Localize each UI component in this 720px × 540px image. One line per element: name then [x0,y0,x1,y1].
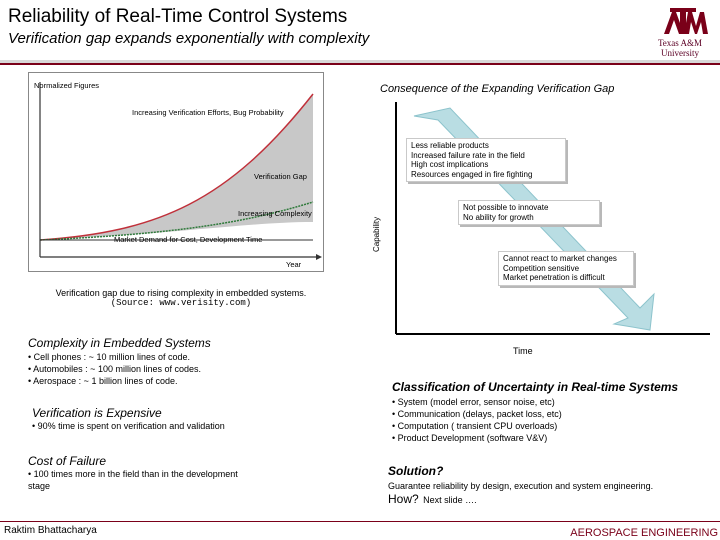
failure-item-line-2: stage [28,481,51,491]
callout-3-line-1: Cannot react to market changes [503,254,617,263]
callout-reliability: Less reliable products Increased failure… [406,138,566,182]
classification-heading: Classification of Uncertainty in Real-ti… [392,380,679,394]
capability-label: Capability [372,216,381,252]
slide-title: Reliability of Real-Time Control Systems [8,6,348,27]
university-logo [664,8,708,34]
classification-item-1: • System (model error, sensor noise, etc… [392,397,555,407]
complexity-item-2: • Automobiles : ~ 100 million lines of c… [28,364,201,374]
callout-market: Cannot react to market changes Competiti… [498,251,634,286]
classification-item-4: • Product Development (software V&V) [392,433,548,443]
figure-caption-line-1: Verification gap due to rising complexit… [55,288,307,298]
label-normalized: Normalized Figures [34,81,99,90]
label-gap: Verification Gap [254,172,307,181]
logo-text: Texas A&M University [640,38,720,58]
figure-x-arrow [316,254,322,260]
verification-item: • 90% time is spent on verification and … [32,421,225,431]
callout-2-line-1: Not possible to innovate [463,203,549,212]
callout-3-line-3: Market penetration is difficult [503,273,605,282]
slide-subtitle: Verification gap expands exponentially w… [8,30,370,47]
logo-text-line-1: Texas A&M [657,38,703,48]
classification-list: • System (model error, sensor noise, etc… [392,396,562,444]
footer-rule [0,521,720,522]
failure-heading: Cost of Failure [28,454,107,468]
complexity-item-3: • Aerospace : ~ 1 billion lines of code. [28,376,178,386]
footer-department: AEROSPACE ENGINEERING [570,527,718,539]
failure-item-line-1: • 100 times more in the field than in th… [28,469,238,479]
how-line: How? Next slide …. [388,490,477,508]
complexity-curve [39,201,314,241]
verification-heading: Verification is Expensive [32,406,162,420]
complexity-item-1: • Cell phones : ~ 10 million lines of co… [28,352,190,362]
classification-item-3: • Computation ( transient CPU overloads) [392,421,558,431]
label-efforts: Increasing Verification Efforts, Bug Pro… [132,108,284,117]
complexity-list: • Cell phones : ~ 10 million lines of co… [28,351,201,387]
solution-heading: Solution? [388,464,444,478]
how-label: How? [388,492,419,506]
failure-text: • 100 times more in the field than in th… [28,468,238,492]
gap-fill [40,94,313,240]
label-year: Year [286,260,302,269]
time-label: Time [513,346,533,356]
footer-author: Raktim Bhattacharya [4,525,97,536]
header-rule-grey [0,60,720,64]
figure-caption: Verification gap due to rising complexit… [36,288,326,308]
callout-1-line-3: High cost implications [411,160,489,169]
efforts-curve [39,93,314,241]
callout-1-line-2: Increased failure rate in the field [411,150,525,160]
classification-item-2: • Communication (delays, packet loss, et… [392,409,562,419]
callout-1-line-4: Resources engaged in fire fighting [411,169,533,179]
verification-gap-figure: Normalized Figures Increasing Verificati… [28,72,324,272]
header-rule-maroon [0,63,720,65]
callout-1-line-1: Less reliable products [411,141,489,150]
complexity-heading: Complexity in Embedded Systems [28,336,211,350]
how-text: Next slide …. [423,495,477,505]
consequence-heading: Consequence of the Expanding Verificatio… [380,83,615,95]
logo-text-line-2: University [661,48,699,58]
label-complexity: Increasing Complexity [238,209,312,218]
solution-text: Guarantee reliability by design, executi… [388,481,654,491]
callout-innovation: Not possible to innovate No ability for … [458,200,600,225]
label-market: Market Demand for Cost, Development Time [114,235,262,244]
callout-2-line-2: No ability for growth [463,212,534,222]
callout-3-line-2: Competition sensitive [503,263,580,273]
figure-caption-line-2: (Source: www.verisity.com) [110,298,252,308]
